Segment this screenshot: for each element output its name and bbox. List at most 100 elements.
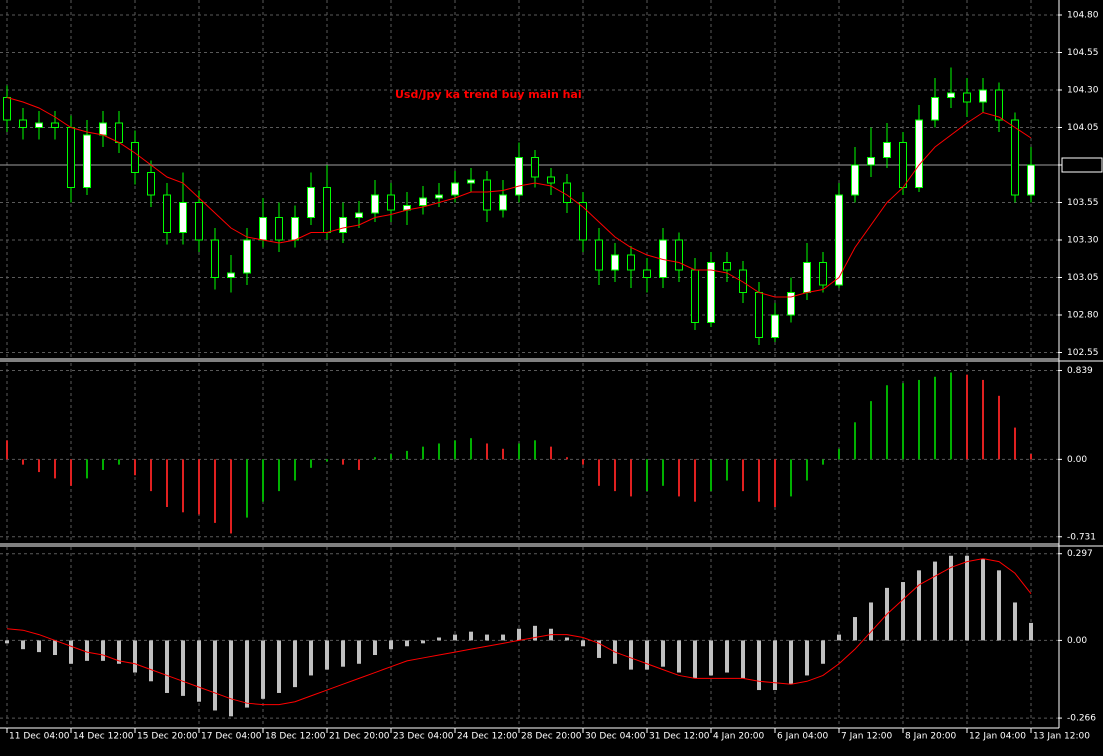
candle-body (371, 194, 379, 214)
histogram-bar (150, 459, 152, 492)
y-tick-label: 0.297 (1067, 549, 1093, 559)
macd-bar (629, 640, 633, 670)
x-tick-label: 24 Dec 12:00 (457, 732, 518, 742)
candle-body (819, 262, 827, 286)
histogram-bar (566, 457, 568, 460)
macd-bar (901, 582, 905, 641)
histogram-bar (230, 459, 232, 534)
histogram-bar (86, 459, 88, 479)
histogram-bar (710, 459, 712, 492)
macd-bar (277, 640, 281, 693)
macd-bar (517, 628, 521, 641)
histogram-bar (1014, 427, 1016, 460)
macd-bar (405, 640, 409, 647)
candle-body (563, 182, 571, 203)
x-tick-label: 12 Jan 04:00 (969, 732, 1026, 742)
histogram-bar (406, 450, 408, 460)
histogram-bar (902, 383, 904, 460)
histogram-bar (726, 459, 728, 481)
macd-bar (357, 640, 361, 664)
histogram-bar (262, 459, 264, 502)
candle-body (339, 217, 347, 233)
candle-body (291, 217, 299, 241)
candle-body (147, 172, 155, 196)
macd-bar (677, 640, 681, 673)
histogram-bar (390, 454, 392, 460)
histogram-bar (550, 446, 552, 460)
candle-body (307, 187, 315, 218)
macd-bar (965, 555, 969, 641)
macd-bar (533, 625, 537, 641)
macd-bar (565, 637, 569, 641)
histogram-bar (6, 440, 8, 460)
histogram-bar (502, 448, 504, 460)
y-tick-label: 104.80 (1067, 11, 1099, 21)
candle-body (179, 202, 187, 233)
histogram-bar (102, 459, 104, 470)
macd-bar (245, 640, 249, 708)
candle-body (3, 97, 11, 121)
histogram-bar (422, 446, 424, 460)
histogram-bar (534, 440, 536, 460)
histogram-bar (518, 443, 520, 460)
candle-body (675, 239, 683, 271)
macd-bar (197, 640, 201, 702)
histogram-bar (854, 422, 856, 460)
histogram-bar (678, 459, 680, 497)
candle-body (195, 202, 203, 241)
macd-bar (437, 637, 441, 641)
histogram-bar (598, 459, 600, 486)
y-tick-label: 103.30 (1067, 236, 1099, 246)
y-tick-label: 104.05 (1067, 123, 1099, 133)
x-tick-label: 18 Dec 12:00 (265, 732, 326, 742)
macd-bar (389, 640, 393, 650)
macd-bar (453, 634, 457, 641)
macd-bar (933, 561, 937, 641)
candle-body (451, 182, 459, 196)
histogram-bar (22, 459, 24, 465)
candle-body (243, 239, 251, 274)
macd-bar (949, 555, 953, 641)
macd-bar (5, 640, 9, 644)
macd-bar (53, 640, 57, 656)
x-tick-label: 6 Jan 04:00 (777, 732, 829, 742)
y-tick-label: 102.80 (1067, 311, 1099, 321)
histogram-bar (470, 438, 472, 460)
x-tick-label: 7 Jan 12:00 (841, 732, 893, 742)
macd-bar (853, 617, 857, 641)
macd-bar (373, 640, 377, 656)
histogram-bar (134, 459, 136, 476)
histogram-bar (326, 459, 328, 462)
histogram-bar (438, 443, 440, 460)
candle-body (483, 179, 491, 211)
x-tick-label: 8 Jan 20:00 (905, 732, 957, 742)
x-tick-label: 11 Dec 04:00 (9, 732, 70, 742)
histogram-bar (310, 459, 312, 468)
macd-bar (293, 640, 297, 688)
histogram-bar (198, 459, 200, 515)
histogram-bar (886, 385, 888, 460)
macd-bar (757, 640, 761, 691)
candle-body (899, 142, 907, 188)
histogram-bar (662, 459, 664, 486)
histogram-bar (70, 459, 72, 486)
candle-body (787, 292, 795, 316)
macd-bar (661, 640, 665, 667)
candle-body (867, 157, 875, 166)
histogram-bar (998, 395, 1000, 460)
macd-bar (693, 640, 697, 679)
macd-bar (645, 640, 649, 670)
macd-bar (341, 640, 345, 667)
histogram-bar (934, 376, 936, 460)
macd-bar (869, 602, 873, 641)
candle-body (915, 119, 923, 188)
macd-bar (325, 640, 329, 670)
macd-bar (101, 640, 105, 661)
x-tick-label: 14 Dec 12:00 (73, 732, 134, 742)
histogram-bar (246, 459, 248, 518)
candle-body (739, 269, 747, 293)
y-tick-label: -0.731 (1067, 532, 1096, 542)
candle-body (83, 134, 91, 188)
candle-body (835, 194, 843, 286)
x-tick-label: 30 Dec 04:00 (585, 732, 646, 742)
